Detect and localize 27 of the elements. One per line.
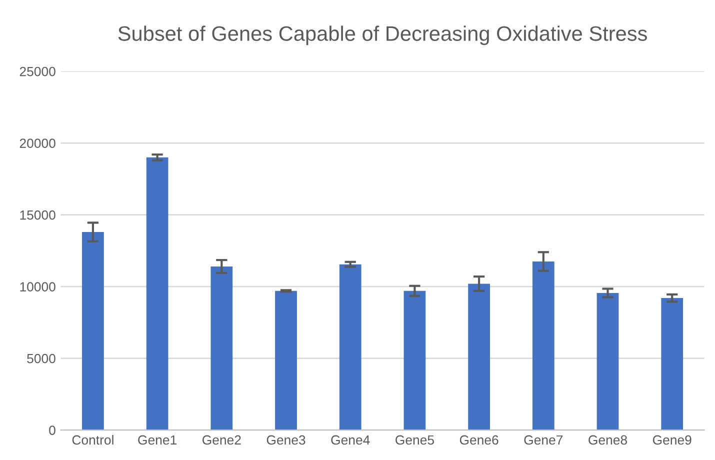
x-tick-label: Control xyxy=(72,434,114,445)
x-tick-label: Gene6 xyxy=(460,435,498,445)
bar xyxy=(532,261,554,430)
y-tick-label: 25000 xyxy=(20,66,56,76)
x-tick-label: Gene2 xyxy=(202,435,241,445)
y-tick-label: 15000 xyxy=(20,210,56,220)
x-tick-label: Gene8 xyxy=(588,435,627,445)
bar xyxy=(146,157,168,430)
x-tick-label: Gene1 xyxy=(138,435,176,445)
bar xyxy=(339,264,362,430)
x-tick-label: Gene3 xyxy=(266,435,306,445)
y-tick-label: 5000 xyxy=(27,354,56,364)
bar xyxy=(404,290,426,430)
bar xyxy=(82,232,104,430)
bar xyxy=(468,284,490,430)
x-tick-label: Gene5 xyxy=(396,435,434,445)
chart-title: Subset of Genes Capable of Decreasing Oxidative Stress xyxy=(118,26,647,46)
x-tick-label: Gene9 xyxy=(652,435,692,445)
bar xyxy=(275,290,297,430)
y-tick-label: 10000 xyxy=(20,282,56,292)
x-tick-label: Gene7 xyxy=(524,435,563,445)
bar xyxy=(661,298,684,430)
y-tick-label: 0 xyxy=(49,426,56,436)
y-tick-label: 20000 xyxy=(20,138,56,148)
bar xyxy=(210,266,233,430)
x-tick-label: Gene4 xyxy=(331,435,370,445)
bar xyxy=(596,293,619,430)
